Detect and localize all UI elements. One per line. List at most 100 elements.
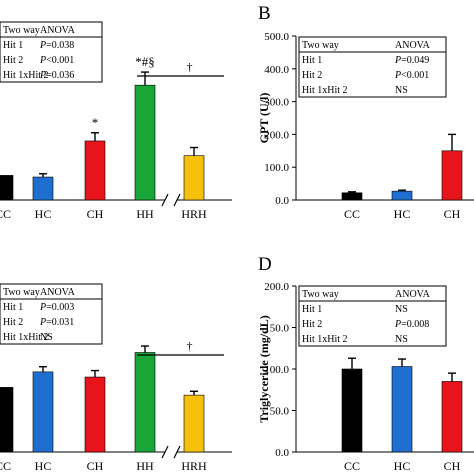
bar-CC [341, 192, 363, 201]
bar-HC [391, 366, 413, 453]
table-cell: P<0.001 [39, 55, 74, 66]
table-cell: Hit 1xHit 2 [302, 334, 348, 345]
y-tick-label: 400.0 [264, 64, 289, 76]
x-tick-label-CH: CH [87, 207, 104, 221]
table-cell: Hit 1xHit 2 [3, 332, 49, 343]
x-tick-label-HC: HC [394, 207, 411, 221]
table-cell: Hit 1 [3, 40, 23, 51]
table-cell: ANOVA [40, 25, 76, 36]
table-cell: Hit 2 [302, 319, 322, 330]
significance-mark: * [92, 115, 99, 130]
bracket-mark: † [187, 339, 193, 353]
axis-break [161, 445, 169, 459]
panel-letter: B [258, 3, 271, 24]
bar-HRH [183, 394, 205, 453]
y-tick-label: 200.0 [264, 281, 289, 293]
x-tick-label-HH: HH [136, 207, 154, 221]
table-cell: NS [40, 332, 53, 343]
table-border [0, 283, 103, 345]
bar-HC [32, 371, 54, 453]
bar-HH [134, 352, 156, 453]
x-tick-label-CC: CC [0, 207, 11, 221]
y-tick-label: 500.0 [264, 31, 289, 43]
table-cell: P<0.001 [394, 70, 429, 81]
table-cell: Two way [3, 25, 40, 36]
x-tick-label-CC: CC [344, 459, 360, 473]
y-tick-label: 0.0 [275, 447, 289, 459]
bar-HC [32, 176, 54, 201]
table-cell: Hit 1 [302, 304, 322, 315]
bar-CC [0, 387, 14, 453]
x-tick-label-CC: CC [344, 207, 360, 221]
y-tick-label: 0.0 [275, 195, 289, 207]
table-cell: Hit 1xHit 2 [3, 70, 49, 81]
table-cell: P=0.049 [394, 55, 429, 66]
x-tick-label-HRH: HRH [181, 207, 207, 221]
y-tick-label: 200.0 [264, 129, 289, 141]
bar-CC [0, 175, 14, 201]
y-tick-label: 50.0 [270, 406, 290, 418]
bar-CH [84, 376, 106, 453]
table-cell: Hit 2 [3, 317, 23, 328]
bracket-mark: † [187, 60, 193, 74]
table-cell: NS [395, 304, 408, 315]
table-cell: ANOVA [395, 40, 431, 51]
bar-HC [391, 190, 413, 201]
y-axis-label: GPT (U/l) [257, 93, 271, 144]
significance-mark: *#§ [135, 54, 155, 69]
anova-table: Two way ANOVA Hit 1 P=0.049 Hit 2 P<0.001 Hit … [298, 36, 447, 98]
x-tick-label-CH: CH [444, 207, 461, 221]
table-border [298, 36, 447, 98]
x-tick-label-HC: HC [35, 207, 52, 221]
table-cell: Two way [302, 289, 339, 300]
panel-D: D 0.0 50.0 100.0 150.0 200.0 Triglyceride (mg/… [257, 254, 474, 473]
y-tick-label: 100.0 [264, 364, 289, 376]
anova-table: Two way ANOVA Hit 1 NS Hit 2 P=0.008 Hit 1xHit… [298, 285, 447, 347]
table-cell: P=0.008 [394, 319, 429, 330]
table-cell: ANOVA [395, 289, 431, 300]
y-tick-label: 150.0 [264, 323, 289, 335]
x-tick-label-CH: CH [87, 459, 104, 473]
x-tick-label-CC: CC [0, 459, 11, 473]
x-tick-label-HRH: HRH [181, 459, 207, 473]
table-cell: P=0.003 [39, 302, 74, 313]
table-cell: P=0.038 [39, 40, 74, 51]
table-cell: Hit 2 [302, 70, 322, 81]
table-border [0, 21, 103, 83]
x-tick-label-HH: HH [136, 459, 154, 473]
anova-table: Two way ANOVA Hit 1 P=0.003 Hit 2 P=0.031 Hit … [0, 283, 103, 345]
table-cell: NS [395, 85, 408, 96]
table-cell: Hit 1 [3, 302, 23, 313]
panel-letter: D [258, 254, 272, 275]
x-tick-label-HC: HC [35, 459, 52, 473]
y-tick-label: 100.0 [264, 162, 289, 174]
table-cell: Two way [3, 287, 40, 298]
bar-CH [84, 140, 106, 201]
table-cell: P=0.036 [39, 70, 74, 81]
anova-table: Two way ANOVA Hit 1 P=0.038 Hit 2 P<0.001 Hit … [0, 21, 103, 83]
panel-B: B 0.0 100.0 200.0 300.0 400.0 500.0 GPT (U/l) CC… [257, 3, 474, 221]
table-cell: Hit 2 [3, 55, 23, 66]
table-border [298, 285, 447, 347]
x-tick-label-CH: CH [444, 459, 461, 473]
table-cell: Hit 1xHit 2 [302, 85, 348, 96]
bar-CH [441, 150, 463, 201]
bar-CC [341, 368, 363, 453]
table-cell: Two way [302, 40, 339, 51]
axis-break [161, 193, 169, 207]
bar-HRH [183, 155, 205, 201]
table-cell: ANOVA [40, 287, 76, 298]
y-axis-label: Triglyceride (mg/dL) [257, 315, 271, 422]
table-cell: Hit 1 [302, 55, 322, 66]
axis-break [173, 193, 181, 207]
bar-CH [441, 381, 463, 453]
x-tick-label-HC: HC [394, 459, 411, 473]
table-cell: P=0.031 [39, 317, 74, 328]
bar-HH [134, 84, 156, 201]
table-cell: NS [395, 334, 408, 345]
axis-break [173, 445, 181, 459]
y-tick-label: 300.0 [264, 97, 289, 109]
